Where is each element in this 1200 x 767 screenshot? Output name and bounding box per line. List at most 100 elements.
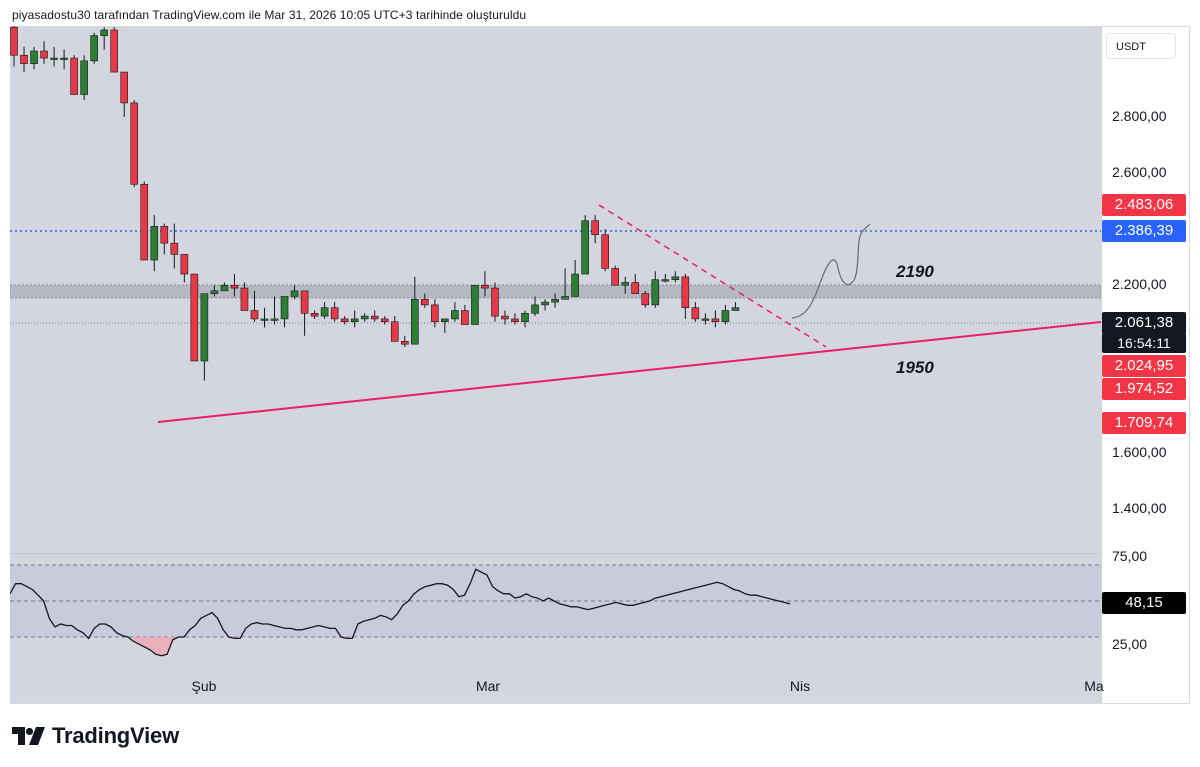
candle-down[interactable]	[461, 310, 469, 325]
candle-down[interactable]	[380, 318, 389, 323]
candle-up[interactable]	[671, 276, 680, 280]
candle-down[interactable]	[641, 293, 650, 306]
candle-down[interactable]	[611, 268, 620, 286]
candle-up[interactable]	[30, 50, 38, 64]
candle-up[interactable]	[90, 35, 98, 62]
bar-countdown: 16:54:11	[1102, 333, 1186, 353]
candle-up[interactable]	[360, 315, 369, 320]
candle-down[interactable]	[491, 287, 499, 317]
candle-up[interactable]	[320, 307, 329, 317]
candle-down[interactable]	[400, 341, 409, 345]
candle-up[interactable]	[50, 57, 58, 60]
candle-up[interactable]	[581, 220, 589, 275]
candle-up[interactable]	[200, 293, 209, 362]
candle-up[interactable]	[701, 318, 710, 321]
date-tick: Şub	[191, 678, 217, 694]
candle-down[interactable]	[40, 50, 48, 59]
candle-down[interactable]	[711, 318, 720, 323]
pane-separator[interactable]	[10, 553, 1101, 554]
date-tick: Mar	[475, 678, 501, 694]
price-scale-border	[1101, 26, 1102, 704]
candle-down[interactable]	[160, 226, 169, 244]
candle-up[interactable]	[541, 301, 549, 306]
candle-down[interactable]	[591, 220, 599, 236]
candle-up[interactable]	[531, 304, 539, 314]
tradingview-wordmark: TradingView	[52, 723, 179, 748]
candle-up[interactable]	[571, 273, 579, 297]
candle-up[interactable]	[521, 313, 529, 323]
candle-up[interactable]	[150, 226, 159, 261]
candle-down[interactable]	[501, 315, 509, 320]
candle-up[interactable]	[441, 318, 449, 323]
candle-down[interactable]	[190, 273, 199, 362]
candle-down[interactable]	[511, 318, 519, 323]
price-tick: 2.600,00	[1112, 164, 1167, 180]
candle-down[interactable]	[110, 29, 118, 73]
candle-down[interactable]	[421, 298, 429, 306]
candle-down[interactable]	[431, 304, 439, 323]
candle-up[interactable]	[100, 29, 108, 36]
price-tick: 2.800,00	[1112, 108, 1167, 124]
candle-down[interactable]	[691, 307, 700, 320]
candle-up[interactable]	[280, 296, 289, 320]
candle-down[interactable]	[250, 310, 259, 320]
candle-up[interactable]	[471, 284, 479, 325]
candle-up[interactable]	[350, 318, 359, 323]
candle-up[interactable]	[731, 307, 740, 311]
candle-up[interactable]	[621, 282, 630, 286]
candle-up[interactable]	[270, 318, 279, 321]
tradingview-logo-icon	[12, 727, 45, 745]
candle-up[interactable]	[410, 298, 419, 345]
candle-down[interactable]	[601, 234, 609, 269]
candle-up[interactable]	[451, 310, 459, 320]
candle-down[interactable]	[130, 102, 139, 185]
projection-path	[791, 223, 871, 319]
rsi-tick: 75,00	[1112, 548, 1148, 564]
candle-up[interactable]	[60, 57, 68, 60]
candle-up[interactable]	[721, 310, 730, 323]
candle-up[interactable]	[661, 279, 670, 282]
candle-down[interactable]	[180, 254, 189, 275]
price-tag-high: 2.483,06	[1102, 194, 1186, 216]
candle-down[interactable]	[481, 284, 489, 289]
candle-up[interactable]	[561, 296, 569, 300]
chart-caption: piyasadostu30 tarafından TradingView.com…	[12, 8, 527, 22]
candle-down[interactable]	[330, 307, 339, 320]
candle-up[interactable]	[651, 279, 660, 306]
candle-down[interactable]	[240, 287, 249, 311]
candle-up[interactable]	[210, 290, 219, 294]
price-tag-current: 2.061,38	[1102, 312, 1186, 334]
resistance-trendline[interactable]	[598, 204, 827, 348]
candle-down[interactable]	[390, 321, 399, 342]
candle-down[interactable]	[120, 71, 129, 104]
price-tick: 1.600,00	[1112, 444, 1167, 460]
candle-up[interactable]	[551, 298, 559, 303]
price-tag-target: 2.386,39	[1102, 220, 1186, 242]
candle-down[interactable]	[300, 290, 309, 314]
price-chart[interactable]: 2190 1950	[10, 26, 1101, 703]
candle-down[interactable]	[70, 57, 78, 95]
currency-selector[interactable]: USDT	[1106, 33, 1176, 59]
support-trendline[interactable]	[157, 321, 1101, 423]
candle-down[interactable]	[230, 284, 239, 289]
candle-down[interactable]	[370, 315, 379, 320]
price-tag-low: 1.709,74	[1102, 412, 1186, 434]
tradingview-logo[interactable]: TradingView	[12, 723, 179, 749]
candle-down[interactable]	[20, 54, 28, 64]
candle-up[interactable]	[220, 284, 229, 292]
candle-down[interactable]	[310, 313, 319, 317]
candle-up[interactable]	[260, 318, 269, 321]
price-tag-3: 1.974,52	[1102, 378, 1186, 400]
candle-up[interactable]	[290, 290, 299, 297]
candle-down[interactable]	[681, 276, 690, 308]
candle-up[interactable]	[80, 60, 88, 95]
candle-down[interactable]	[140, 183, 149, 261]
candle-down[interactable]	[340, 318, 349, 323]
support-label: 1950	[896, 358, 934, 377]
rsi-line[interactable]	[10, 568, 791, 657]
date-tick: Nis	[789, 678, 811, 694]
candle-down[interactable]	[631, 282, 640, 294]
candle-down[interactable]	[170, 242, 179, 255]
rsi-oversold-fill	[88, 637, 358, 656]
candle-down[interactable]	[10, 26, 18, 56]
